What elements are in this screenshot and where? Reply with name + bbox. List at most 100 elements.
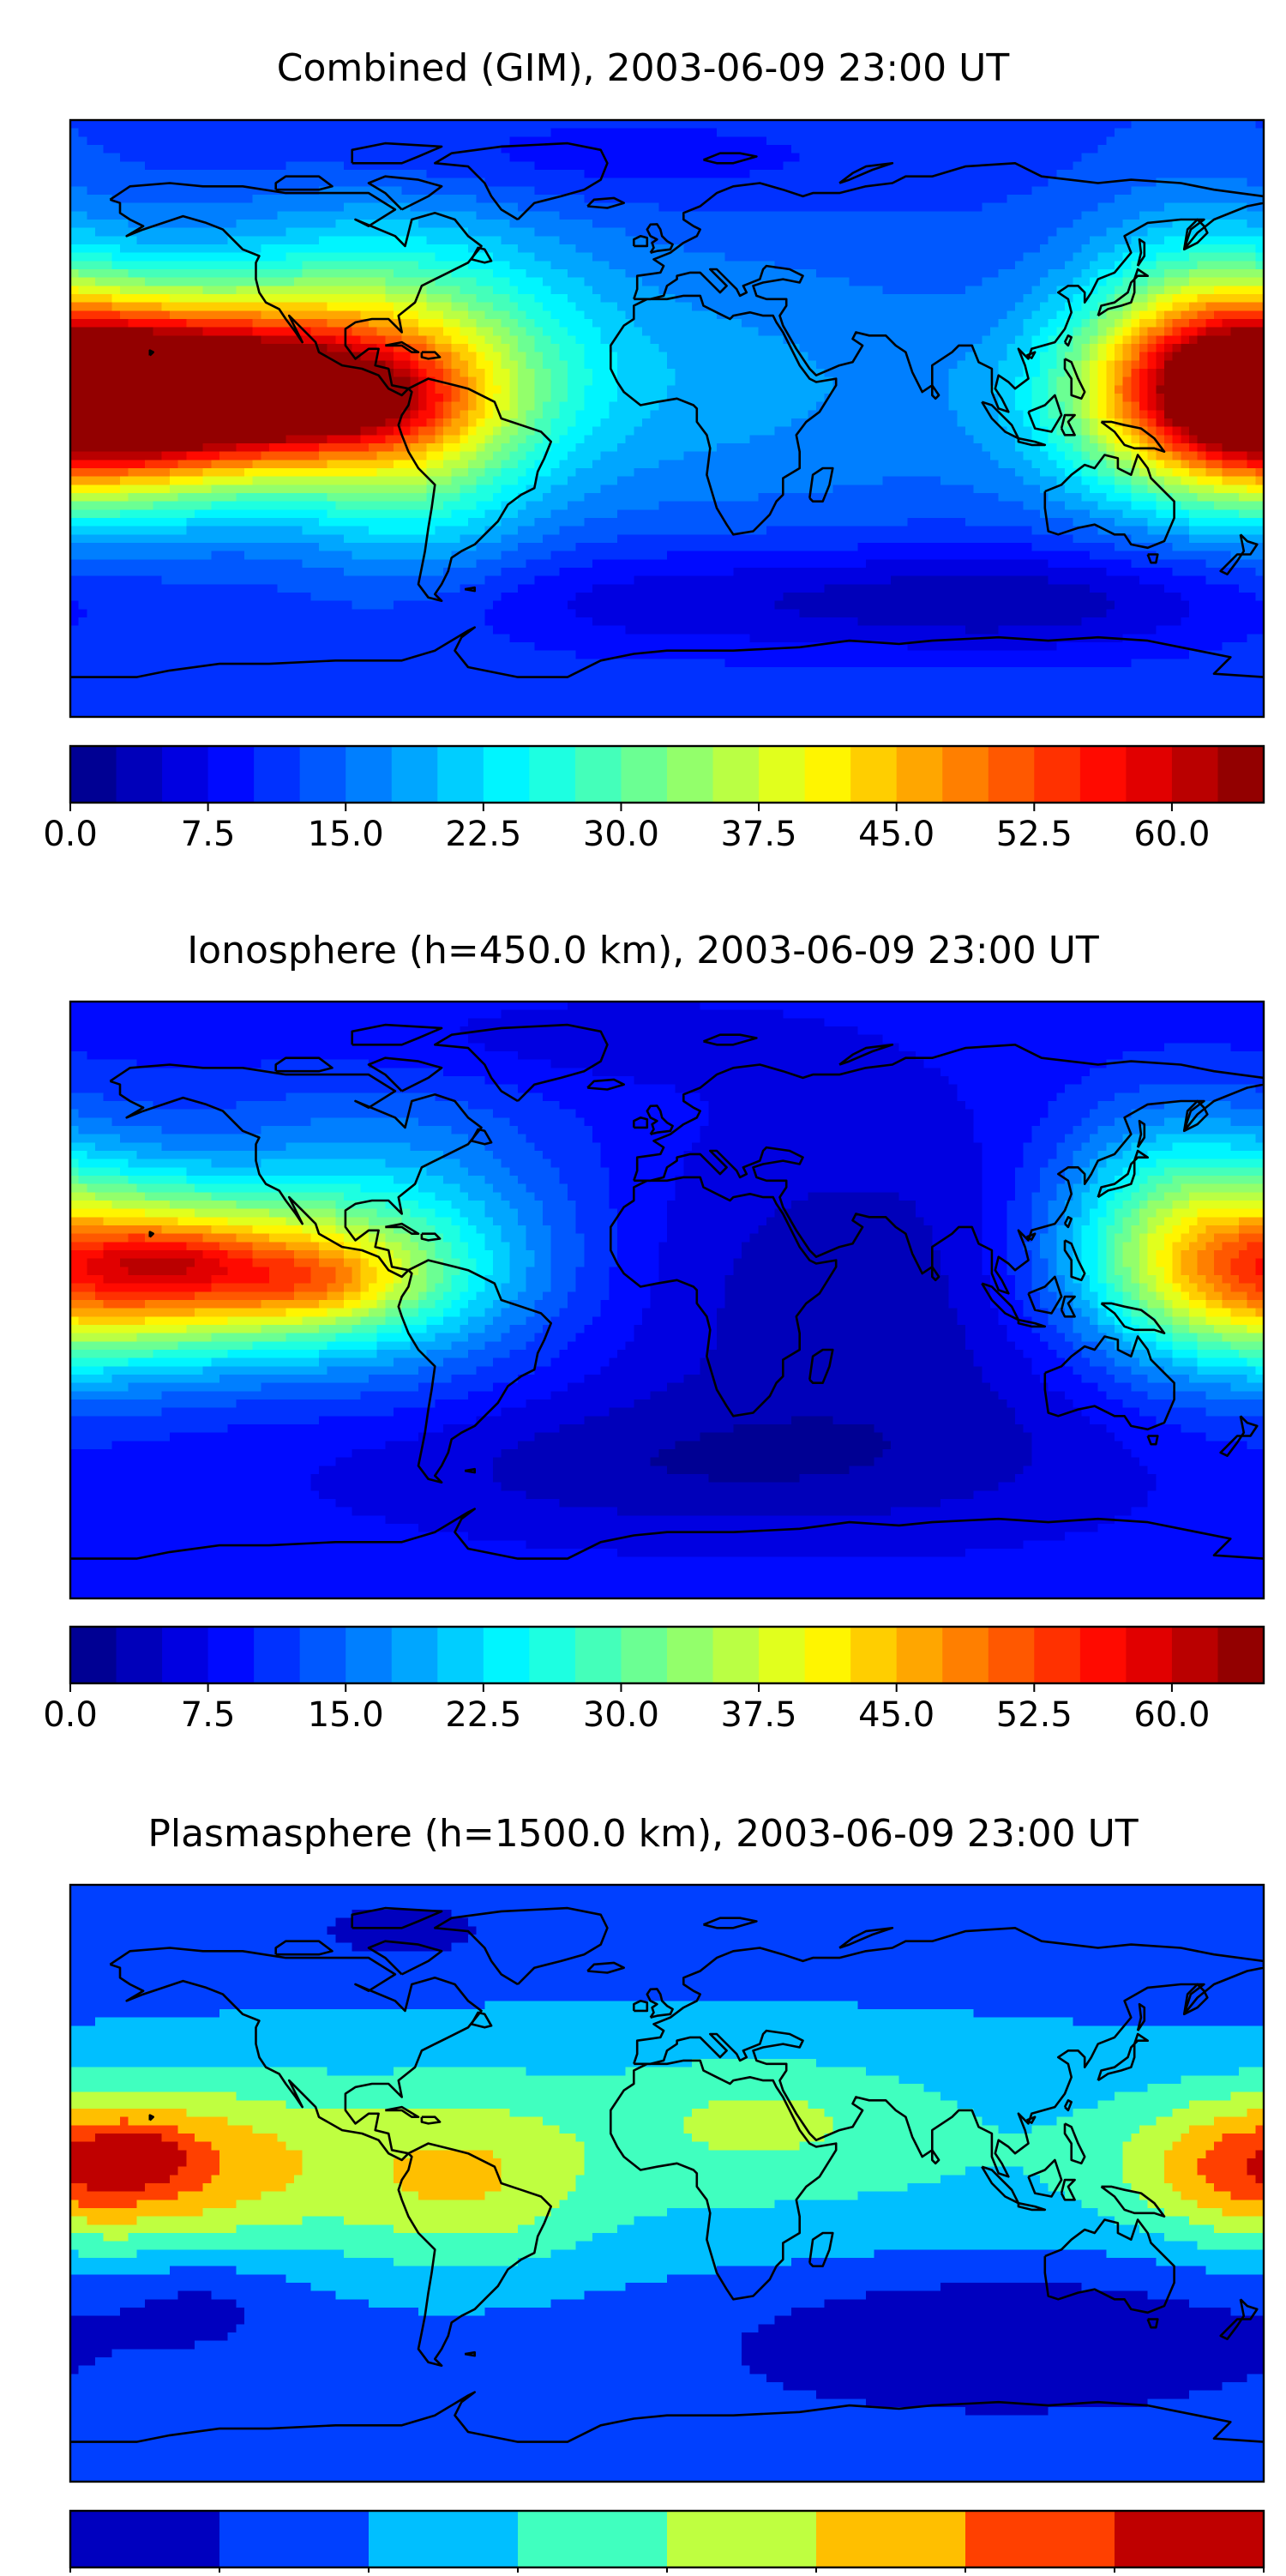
colorbar-level (896, 1627, 943, 1683)
coastline-eurasia (633, 1927, 1264, 2178)
coastline-kamchatka (1182, 1099, 1209, 1132)
coastline-novaya-zemlya (838, 1044, 894, 1066)
coastline-java (1017, 1318, 1047, 1328)
colorbar-level (70, 1627, 117, 1683)
coastline-hainan (1025, 351, 1037, 359)
coastline-svalbard (703, 1033, 758, 1046)
coastline-sulawesi (1060, 2178, 1076, 2201)
colorbar-level (1115, 2511, 1265, 2567)
colorbar-level (391, 1627, 438, 1683)
coastline-svalbard (703, 1917, 758, 1929)
coastline-north-america (109, 1947, 483, 2162)
colorbar-level (621, 746, 668, 803)
coastline-great-britain (646, 1988, 674, 2019)
map-frame (69, 1883, 1265, 2483)
coastline-borneo (1027, 394, 1063, 433)
colorbar-tick-label: 15.0 (308, 815, 384, 854)
colorbar-tick-label: 22.5 (445, 1695, 521, 1735)
coastline-philippines (1063, 358, 1086, 400)
coastline-antarctica (70, 626, 1264, 678)
panel-title: Ionosphere (h=450.0 km), 2003-06-09 23:0… (187, 929, 1099, 972)
coastline-sri-lanka (931, 2149, 940, 2165)
colorbar-level (116, 1627, 163, 1683)
colorbar-level (518, 2511, 668, 2567)
coastline-new-guinea (1100, 1302, 1166, 1334)
colorbar: 0.02.55.07.510.012.515.017.520.0 (69, 2509, 1265, 2576)
colorbar-level (850, 746, 898, 803)
coastline-sakhalin (1136, 2002, 1146, 2031)
coastline-tasmania (1146, 1435, 1159, 1446)
coastline-newfoundland (470, 246, 493, 264)
colorbar-level (942, 1627, 989, 1683)
colorbar-level (1171, 1627, 1218, 1683)
coastline-sakhalin (1136, 238, 1146, 267)
coastline-africa (609, 294, 838, 536)
panel-title: Combined (GIM), 2003-06-09 23:00 UT (277, 46, 1010, 90)
coastline-australia (1043, 2218, 1175, 2314)
colorbar-level (942, 746, 989, 803)
colorbar-level (219, 2511, 370, 2567)
colorbar-level (804, 746, 851, 803)
colorbar-level (346, 1627, 393, 1683)
panel-title: Plasmasphere (h=1500.0 km), 2003-06-09 2… (147, 1812, 1138, 1856)
coastline-new-guinea (1100, 420, 1166, 454)
coastline-eurasia (633, 162, 1264, 413)
tec-field (70, 1885, 1264, 2482)
coastline-africa (609, 2059, 838, 2301)
coastline-ireland (632, 234, 649, 248)
colorbar-level (529, 1627, 576, 1683)
colorbar-level (437, 746, 484, 803)
colorbar-level (369, 2511, 519, 2567)
colorbar-level (1126, 746, 1173, 803)
coastline-newfoundland (470, 2011, 493, 2029)
colorbar-level (1217, 1627, 1265, 1683)
coastline-greenland (433, 1906, 609, 1986)
coastline-borneo (1027, 2158, 1063, 2198)
coastline-tasmania (1146, 2318, 1159, 2329)
colorbar-level (816, 2511, 966, 2567)
coastline-java (1017, 436, 1047, 447)
colorbar-level (759, 746, 806, 803)
tec-map (70, 120, 1264, 717)
colorbar-level (1079, 1627, 1127, 1683)
coastline-antarctica (70, 2391, 1264, 2443)
tec-map (70, 1002, 1264, 1598)
coastline-great-britain (646, 223, 674, 254)
coastline-madagascar (808, 466, 834, 503)
coastline-baffin (367, 1056, 443, 1092)
colorbar-level (1034, 746, 1081, 803)
tec-map (70, 1885, 1264, 2482)
coastline-cuba (385, 340, 420, 354)
coastline-taiwan (1063, 2099, 1073, 2112)
coastline-south-america (397, 1259, 553, 1484)
coastline-ireland (632, 2000, 649, 2013)
coastline-hispaniola (420, 2116, 442, 2125)
colorbar-tick-label: 7.5 (181, 815, 236, 854)
coastline-philippines (1063, 1239, 1086, 1282)
coastline-hispaniola (420, 351, 442, 360)
colorbar: 0.0 7.5 15.0 22.5 30.0 37.5 45.0 52.5 60.0 (43, 1625, 1265, 1735)
coastline-hainan (1025, 2116, 1037, 2124)
coastline-south-america (397, 377, 553, 603)
colorbar-level (254, 1627, 301, 1683)
colorbar-level (667, 746, 714, 803)
colorbar-level (207, 746, 255, 803)
colorbar-level (162, 1627, 209, 1683)
coastline-hainan (1025, 1232, 1037, 1241)
colorbar-level (667, 2511, 817, 2567)
coastline-hispaniola (420, 1232, 442, 1242)
colorbar-level (1217, 746, 1265, 803)
colorbar-tick-label: 45.0 (858, 815, 934, 854)
colorbar-level (207, 1627, 255, 1683)
coastline-greenland (433, 141, 609, 221)
map-frame (69, 1000, 1265, 1600)
colorbar-level (437, 1627, 484, 1683)
colorbar-level (850, 1627, 898, 1683)
coastlines (70, 1023, 1264, 1560)
coastline-cuba (385, 1222, 420, 1235)
colorbar-level (1079, 746, 1127, 803)
coastlines (70, 1906, 1264, 2443)
colorbar-level (70, 746, 117, 803)
colorbar-level (621, 1627, 668, 1683)
